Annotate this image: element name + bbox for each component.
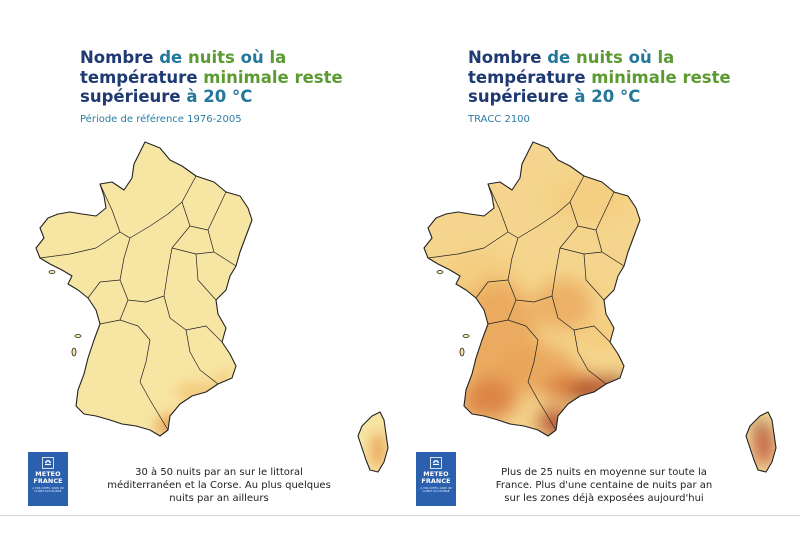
title-word: nuits	[576, 48, 623, 67]
title-word: reste	[682, 67, 731, 87]
island-oleron	[71, 347, 77, 357]
meteo-france-emblem-icon	[42, 457, 54, 469]
region-borders	[427, 175, 625, 431]
title-word: de	[159, 48, 183, 67]
mainland-outline	[35, 141, 253, 437]
island-oleron	[459, 347, 465, 357]
panel-subtitle: TRACC 2100	[468, 114, 530, 125]
logo-name-line1: METEO	[35, 470, 61, 478]
logo-name-line1: METEO	[423, 470, 449, 478]
title-word: de	[547, 48, 571, 67]
title-word: température	[468, 67, 586, 87]
title-word: minimale	[203, 67, 289, 87]
title-word: minimale	[591, 67, 677, 87]
logo-name-line2: FRANCE	[33, 477, 63, 485]
title-word: supérieure	[468, 87, 569, 106]
panel-subtitle: Période de référence 1976-2005	[80, 114, 242, 125]
panel-title: Nombre de nuits où la température minimal…	[468, 48, 768, 107]
title-word: la	[657, 48, 675, 67]
title-word: Nombre	[468, 48, 542, 67]
france-map-tracc-2100	[423, 141, 777, 473]
corsica-heat-layer	[754, 418, 774, 468]
meteo-france-logo: METEO FRANCE À VOS CÔTÉS, DANS UN CLIMAT…	[28, 452, 68, 506]
corsica-outline	[357, 411, 389, 473]
heat-layer	[424, 142, 640, 436]
logo-name-line2: FRANCE	[421, 477, 451, 485]
logo-tagline: À VOS CÔTÉS, DANS UN CLIMAT QUI CHANGE	[32, 487, 64, 493]
france-map-reference	[35, 141, 389, 473]
title-word: où	[628, 48, 652, 67]
panel-caption: Plus de 25 nuits en moyenne sur toute la…	[495, 467, 713, 504]
panel-caption: 30 à 50 nuits par an sur le littoral méd…	[107, 467, 331, 504]
meteo-france-logo: METEO FRANCE À VOS CÔTÉS, DANS UN CLIMAT…	[416, 452, 456, 506]
region-borders	[39, 175, 237, 431]
title-word: reste	[294, 67, 343, 87]
corsica-heat-layer	[370, 432, 386, 468]
panel-tracc-2100: Nombre de nuits où la température minimal…	[388, 0, 778, 550]
logo-tagline: À VOS CÔTÉS, DANS UN CLIMAT QUI CHANGE	[420, 487, 452, 493]
footer-divider	[0, 515, 800, 516]
title-word: 20 °C	[591, 87, 641, 106]
island-re	[462, 334, 470, 338]
island-re	[74, 334, 82, 338]
mainland-outline	[423, 141, 641, 437]
panel-title: Nombre de nuits où la température minimal…	[80, 48, 380, 107]
title-word: la	[269, 48, 287, 67]
title-word: 20 °C	[203, 87, 253, 106]
title-word: température	[80, 67, 198, 87]
meteo-france-emblem-icon	[430, 457, 442, 469]
panel-reference: Nombre de nuits où la température minimal…	[0, 0, 390, 550]
title-word: Nombre	[80, 48, 154, 67]
island-belle-ile	[48, 270, 56, 274]
title-word: où	[240, 48, 264, 67]
title-word: à	[574, 87, 586, 106]
title-word: nuits	[188, 48, 235, 67]
island-belle-ile	[436, 270, 444, 274]
title-word: à	[186, 87, 198, 106]
corsica-outline	[745, 411, 777, 473]
title-word: supérieure	[80, 87, 181, 106]
